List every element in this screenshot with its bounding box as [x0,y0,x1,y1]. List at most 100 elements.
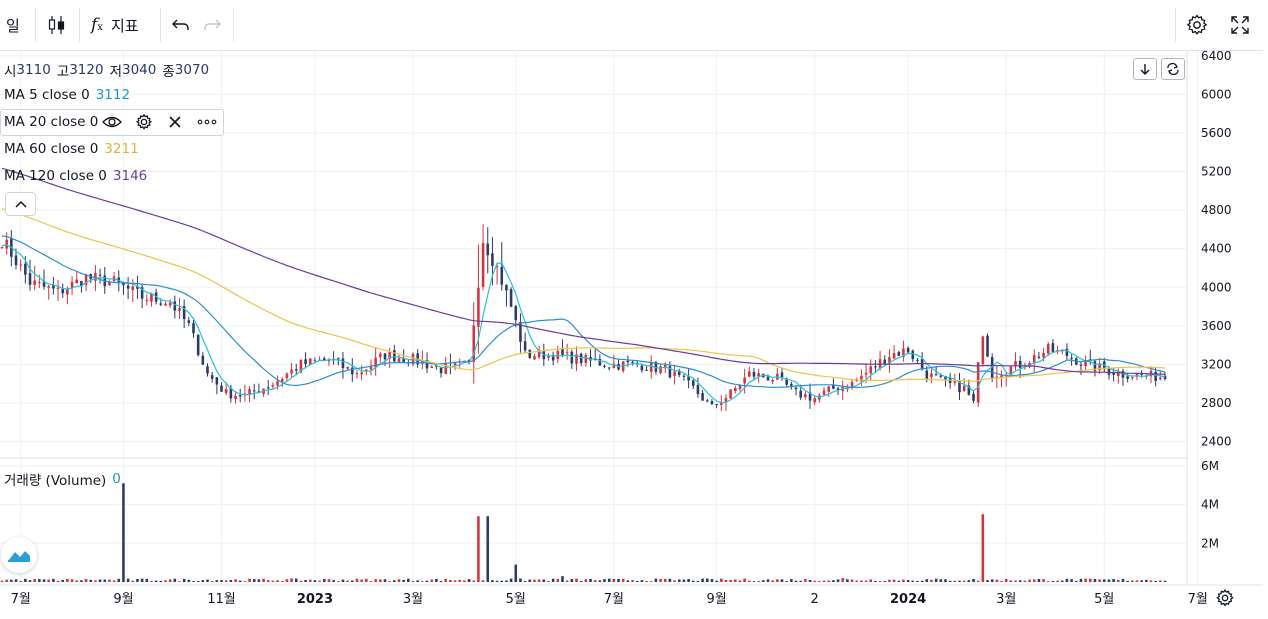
candle-body [402,357,405,362]
volume-bar [631,580,634,582]
volume-bar [836,579,840,582]
volume-bar [374,579,377,582]
volume-bar [140,578,144,582]
candle-body [1131,377,1134,379]
close-icon[interactable] [168,115,182,129]
axis-settings-icon[interactable] [1215,588,1235,608]
time-tick: 2 [811,592,819,607]
volume-bar [108,579,111,582]
candle-body [159,303,163,305]
volume-bar [248,578,251,582]
tradingview-logo[interactable] [1,537,37,573]
moving-averages [1,167,1166,404]
candle-body [790,384,793,386]
volume-bar [1098,579,1101,582]
indicators-button[interactable]: fx 지표 [91,0,139,50]
volume-bar [56,580,60,582]
volume-bar [855,580,859,582]
interval-button[interactable]: 일 [6,0,20,50]
redo-button[interactable] [202,0,222,50]
time-axis[interactable]: 7월 9월 11월 2023 3월 5월 7월 9월 2 2024 3월 5월 7월 [11,592,1208,607]
eye-icon[interactable] [102,113,122,131]
volume-bar [705,578,709,582]
candle-body [855,379,859,382]
volume-bar [598,580,602,582]
volume-bar [192,581,195,582]
fullscreen-button[interactable] [1229,0,1251,50]
candle-body [201,355,205,365]
candle-body [780,372,784,378]
chart-type-button[interactable] [47,0,67,50]
candle-body [579,353,583,364]
price-tick: 5200 [1201,165,1232,179]
volume-bar [696,580,700,582]
volume-bar [421,581,424,582]
time-tick: 11월 [207,592,236,607]
volume-bar [589,578,592,582]
volume-bar [430,579,433,582]
candle-body [252,390,256,392]
volume-bar [673,580,676,582]
candle-body [439,367,443,374]
ma5-legend[interactable]: MA 5 close 0 3112 [4,87,130,103]
candle-body [327,359,331,362]
volume-bar [724,580,728,582]
candle-body [533,356,536,360]
volume-axis[interactable]: 6M 4M 2M [1201,459,1219,550]
ma20-legend-hover[interactable] [0,109,224,136]
volume-legend[interactable]: 거래량 (Volume) 0 [4,469,121,489]
volume-bar [220,580,223,582]
collapse-legend-button[interactable] [5,192,36,216]
candle-body [509,289,513,307]
candle-body [388,351,391,359]
candle-body [1065,348,1069,356]
ma120-legend[interactable]: MA 120 close 0 3146 [4,168,147,184]
volume-bar [832,580,835,582]
settings-button[interactable] [1185,0,1209,50]
volume-bar [467,579,471,582]
volume-bar [748,580,751,582]
candle-body [864,372,868,375]
volume-bar [995,579,999,582]
price-axis[interactable]: 6400 6000 5600 5200 4800 4400 4000 3600 3200 2800… [1201,49,1232,449]
candle-body [902,348,905,357]
candle-body [1163,375,1167,379]
volume-bar [308,579,312,582]
scroll-down-button[interactable] [1133,58,1157,80]
candle-body [495,266,499,268]
volume-bar [154,580,158,582]
more-icon[interactable] [197,118,217,126]
volume-bar [351,580,354,582]
candle-body [346,366,349,369]
volume-bar [369,581,373,582]
candle-body [472,325,476,362]
ma20-legend[interactable]: MA 20 close 0 [4,114,98,130]
volume-bar [925,579,929,582]
volume-bar [799,580,802,582]
candle-body [1070,357,1073,359]
volume-bar [341,579,345,582]
volume-bar [1145,579,1148,582]
reset-scale-button[interactable] [1161,58,1185,80]
gear-icon[interactable] [135,113,153,131]
volume-bar [1060,580,1064,582]
volume-bar [649,581,653,582]
volume-bar [224,580,228,582]
candle-body [967,385,971,395]
candle-body [720,403,723,405]
volume-bar [958,580,961,582]
volume-bar [10,579,13,582]
volume-bar [463,580,466,582]
candle-body [491,253,494,266]
ma60-value: 3211 [104,141,139,157]
ma120-label: MA 120 close 0 [4,168,107,184]
volume-bar [491,580,494,582]
candle-body [425,360,429,369]
volume-bar [962,580,966,582]
volume-bar [892,579,896,582]
low-key: 저 [109,64,122,80]
ma60-legend[interactable]: MA 60 close 0 3211 [4,141,139,157]
volume-bar [710,579,714,582]
undo-button[interactable] [171,0,191,50]
